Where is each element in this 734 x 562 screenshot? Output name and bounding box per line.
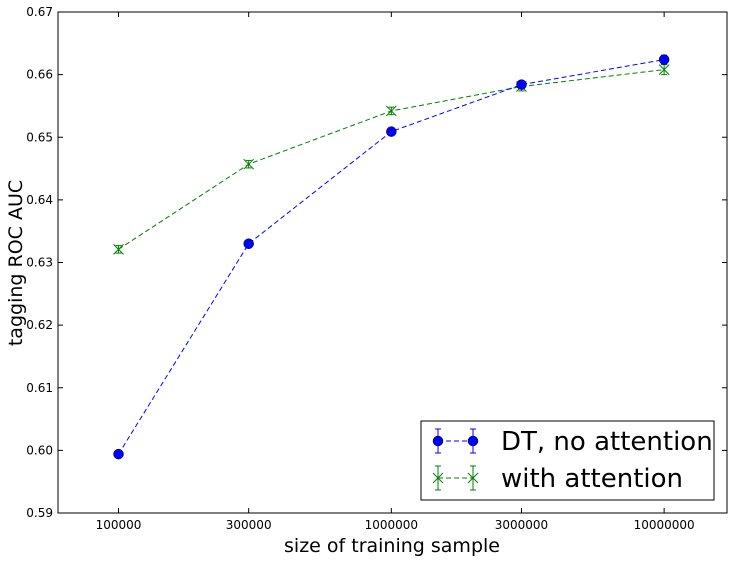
legend-marker <box>467 435 479 447</box>
data-point <box>243 158 255 170</box>
data-point <box>113 448 124 460</box>
legend-marker <box>432 435 444 447</box>
data-point <box>113 243 124 255</box>
x-tick-label: 10000000 <box>634 518 695 532</box>
marker-stroke <box>243 158 255 170</box>
marker-stroke <box>385 105 397 117</box>
data-point <box>243 238 254 249</box>
data-point <box>516 79 527 90</box>
x-tick-label: 3000000 <box>495 518 548 532</box>
ticks-layer <box>58 11 727 514</box>
legend-label-dt-no-attention: DT, no attention <box>501 427 713 457</box>
legend-label-with-attention: with attention <box>501 464 683 494</box>
y-tick-label: 0.63 <box>26 256 53 270</box>
data-point <box>386 126 397 137</box>
legend-samples <box>432 428 479 491</box>
series-line-with-attention <box>118 69 665 250</box>
x-tick-label: 100000 <box>96 518 142 532</box>
series-line-dt-no-attention <box>118 59 665 455</box>
marker-stroke <box>467 472 479 484</box>
legend-sample-dt-no-attention <box>432 428 479 454</box>
legend-marker <box>432 472 444 484</box>
marker-stroke <box>432 472 444 484</box>
legend-box <box>420 420 715 501</box>
x-tick-label: 300000 <box>226 518 272 532</box>
y-tick-label: 0.64 <box>26 193 53 207</box>
series-with-attention <box>113 64 670 255</box>
y-tick-label: 0.66 <box>26 68 53 82</box>
y-tick-label: 0.60 <box>26 443 53 457</box>
tick-labels-layer: 0.59 0.60 0.61 0.62 0.63 0.64 0.65 0.66 0.67 1000… <box>26 5 694 532</box>
y-axis-label: tagging ROC AUC <box>5 180 27 346</box>
x-tick-label: 1000000 <box>365 518 418 532</box>
x-axis-label: size of training sample <box>284 535 500 557</box>
legend: DT, no attention with attention <box>420 420 715 501</box>
series-layer <box>113 54 670 460</box>
data-point <box>385 105 397 117</box>
marker-stroke <box>113 243 124 255</box>
legend-marker <box>467 472 479 484</box>
y-tick-label: 0.65 <box>26 130 53 144</box>
y-tick-label: 0.67 <box>26 5 53 19</box>
legend-sample-with-attention <box>432 465 479 491</box>
y-tick-label: 0.59 <box>26 506 53 520</box>
series-dt-no-attention <box>113 54 670 460</box>
data-point <box>658 64 670 75</box>
y-tick-label: 0.61 <box>26 381 53 395</box>
y-tick-label: 0.62 <box>26 318 53 332</box>
marker-stroke <box>658 64 670 75</box>
data-point <box>658 54 670 65</box>
